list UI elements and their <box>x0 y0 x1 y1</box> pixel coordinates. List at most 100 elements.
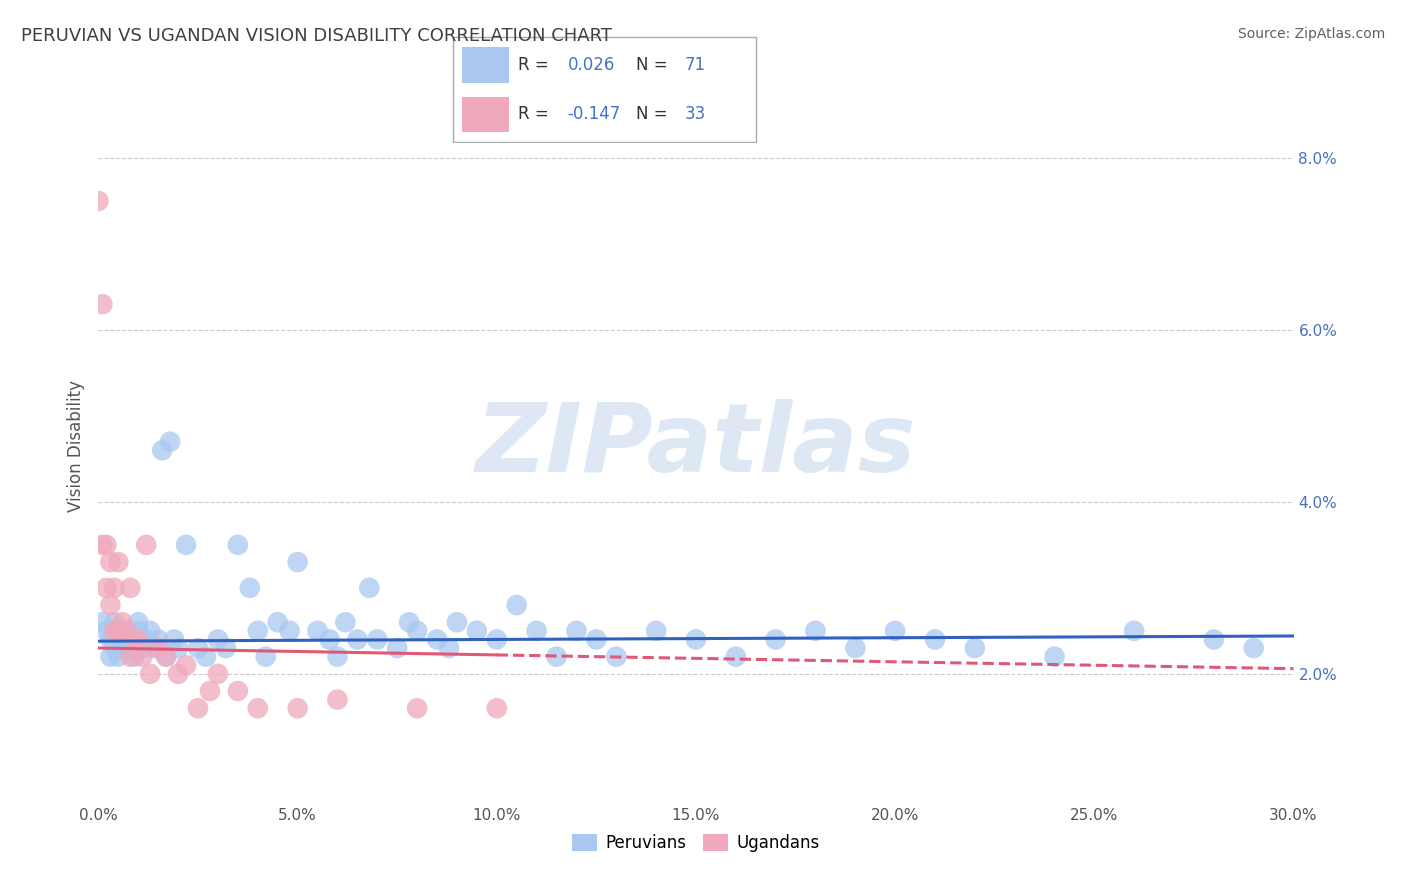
Point <box>103 581 125 595</box>
Point <box>326 649 349 664</box>
Point <box>124 649 146 664</box>
Point <box>96 538 118 552</box>
Point <box>765 632 787 647</box>
Point <box>135 632 157 647</box>
Point <box>159 434 181 449</box>
Point <box>103 615 125 630</box>
Point <box>526 624 548 638</box>
Point <box>131 649 153 664</box>
Point <box>143 641 166 656</box>
Point <box>437 641 460 656</box>
Point <box>246 701 269 715</box>
Text: R =: R = <box>517 55 554 73</box>
Point <box>307 624 329 638</box>
Point <box>724 649 747 664</box>
Point <box>155 649 177 664</box>
Point <box>246 624 269 638</box>
Point <box>103 641 125 656</box>
Point <box>406 624 429 638</box>
Point <box>207 666 229 681</box>
Point <box>804 624 827 638</box>
Text: 33: 33 <box>685 105 706 123</box>
Point <box>565 624 588 638</box>
Point <box>148 632 170 647</box>
Text: N =: N = <box>636 55 672 73</box>
Point <box>406 701 429 715</box>
Point <box>1202 632 1225 647</box>
Point <box>198 684 221 698</box>
Point <box>120 649 142 664</box>
Point <box>91 538 114 552</box>
Point <box>287 701 309 715</box>
Point <box>115 624 138 638</box>
Point <box>103 624 125 638</box>
Point <box>254 649 277 664</box>
Legend: Peruvians, Ugandans: Peruvians, Ugandans <box>565 827 827 859</box>
Point <box>120 581 142 595</box>
Text: 71: 71 <box>685 55 706 73</box>
Point <box>163 632 186 647</box>
Point <box>207 632 229 647</box>
Point <box>465 624 488 638</box>
Bar <box>463 96 509 132</box>
Point <box>426 632 449 647</box>
Point <box>187 701 209 715</box>
Y-axis label: Vision Disability: Vision Disability <box>66 380 84 512</box>
Point <box>318 632 340 647</box>
Text: Source: ZipAtlas.com: Source: ZipAtlas.com <box>1237 27 1385 41</box>
Point <box>150 443 173 458</box>
Point <box>215 641 238 656</box>
Point <box>135 538 157 552</box>
Point <box>546 649 568 664</box>
Point <box>585 632 607 647</box>
Point <box>924 632 946 647</box>
Text: N =: N = <box>636 105 672 123</box>
Text: 0.026: 0.026 <box>568 55 614 73</box>
Point <box>131 641 153 656</box>
Text: -0.147: -0.147 <box>568 105 620 123</box>
Point <box>155 649 177 664</box>
Point <box>335 615 357 630</box>
Point <box>98 632 122 647</box>
Point <box>167 641 190 656</box>
Point <box>107 624 129 638</box>
Point <box>506 598 529 612</box>
Point <box>111 615 134 630</box>
Point <box>107 649 129 664</box>
Point <box>91 297 114 311</box>
Point <box>91 615 114 630</box>
Point <box>96 624 118 638</box>
Point <box>127 632 149 647</box>
Point <box>239 581 262 595</box>
Point <box>446 615 468 630</box>
Point <box>1243 641 1265 656</box>
Point <box>115 641 138 656</box>
Point <box>98 649 122 664</box>
Text: ZIPatlas: ZIPatlas <box>475 400 917 492</box>
Point <box>359 581 381 595</box>
Point <box>645 624 668 638</box>
FancyBboxPatch shape <box>453 37 756 142</box>
Point <box>287 555 309 569</box>
Point <box>226 538 249 552</box>
Point <box>148 641 170 656</box>
Point <box>1123 624 1146 638</box>
Point <box>963 641 986 656</box>
Point <box>195 649 218 664</box>
Point <box>174 538 197 552</box>
Point <box>278 624 301 638</box>
Point <box>139 624 162 638</box>
Point <box>127 624 149 638</box>
Point <box>366 632 388 647</box>
Point <box>139 666 162 681</box>
Point <box>187 641 209 656</box>
Point <box>267 615 290 630</box>
Point <box>87 194 110 208</box>
Point <box>111 632 134 647</box>
Point <box>127 615 149 630</box>
Point <box>884 624 907 638</box>
Point <box>98 555 122 569</box>
Point <box>1043 649 1066 664</box>
Point <box>120 632 142 647</box>
Point <box>326 692 349 706</box>
